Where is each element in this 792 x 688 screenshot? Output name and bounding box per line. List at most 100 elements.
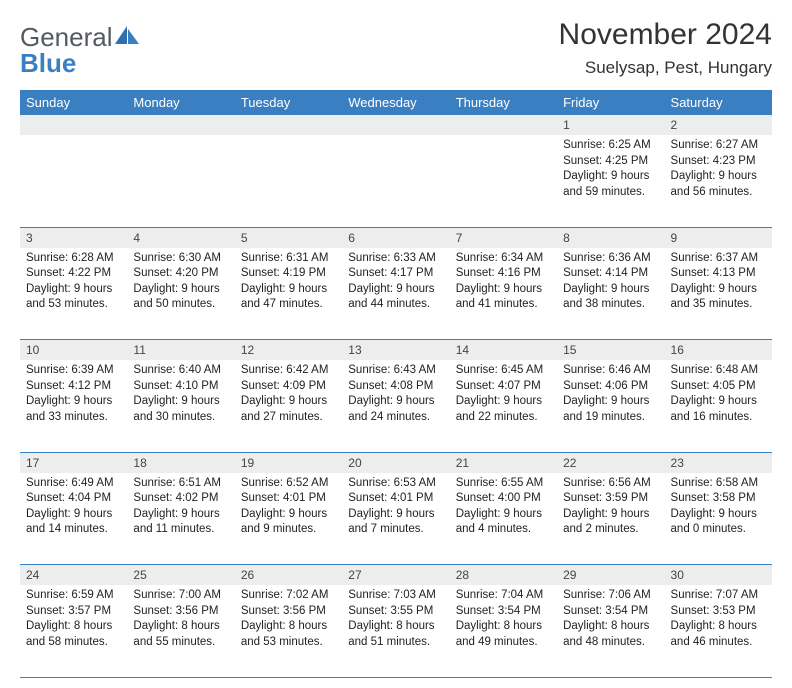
day-number: 25 xyxy=(127,565,234,585)
daynum-cell xyxy=(235,115,342,135)
day-number: 17 xyxy=(20,453,127,473)
day-details: Sunrise: 6:58 AMSunset: 3:58 PMDaylight:… xyxy=(665,473,772,542)
sunrise-text: Sunrise: 6:30 AM xyxy=(133,251,228,267)
weekday-header: Tuesday xyxy=(235,90,342,115)
day-details: Sunrise: 6:25 AMSunset: 4:25 PMDaylight:… xyxy=(557,135,664,204)
day-cell: Sunrise: 6:31 AMSunset: 4:19 PMDaylight:… xyxy=(235,248,342,340)
daynum-cell: 25 xyxy=(127,565,234,586)
sunrise-text: Sunrise: 7:03 AM xyxy=(348,588,443,604)
daylight-text: Daylight: 9 hours and 50 minutes. xyxy=(133,282,228,313)
calendar-table: Sunday Monday Tuesday Wednesday Thursday… xyxy=(20,90,772,678)
day-number: 4 xyxy=(127,228,234,248)
day-cell: Sunrise: 6:27 AMSunset: 4:23 PMDaylight:… xyxy=(665,135,772,227)
day-number: 10 xyxy=(20,340,127,360)
sunrise-text: Sunrise: 6:33 AM xyxy=(348,251,443,267)
day-details: Sunrise: 6:28 AMSunset: 4:22 PMDaylight:… xyxy=(20,248,127,317)
day-details: Sunrise: 6:55 AMSunset: 4:00 PMDaylight:… xyxy=(450,473,557,542)
sunrise-text: Sunrise: 7:07 AM xyxy=(671,588,766,604)
day-details: Sunrise: 6:59 AMSunset: 3:57 PMDaylight:… xyxy=(20,585,127,654)
day-cell xyxy=(450,135,557,227)
day-number: 7 xyxy=(450,228,557,248)
day-number: 9 xyxy=(665,228,772,248)
daynum-cell: 20 xyxy=(342,452,449,473)
day-cell xyxy=(342,135,449,227)
weekday-header: Thursday xyxy=(450,90,557,115)
day-details: Sunrise: 7:07 AMSunset: 3:53 PMDaylight:… xyxy=(665,585,772,654)
day-details: Sunrise: 6:39 AMSunset: 4:12 PMDaylight:… xyxy=(20,360,127,429)
day-details: Sunrise: 6:45 AMSunset: 4:07 PMDaylight:… xyxy=(450,360,557,429)
day-details: Sunrise: 7:00 AMSunset: 3:56 PMDaylight:… xyxy=(127,585,234,654)
sunrise-text: Sunrise: 6:53 AM xyxy=(348,476,443,492)
sunset-text: Sunset: 3:58 PM xyxy=(671,491,766,507)
sunrise-text: Sunrise: 7:06 AM xyxy=(563,588,658,604)
day-cell: Sunrise: 6:28 AMSunset: 4:22 PMDaylight:… xyxy=(20,248,127,340)
day-number: 13 xyxy=(342,340,449,360)
day-number: 20 xyxy=(342,453,449,473)
sunrise-text: Sunrise: 6:34 AM xyxy=(456,251,551,267)
day-cell: Sunrise: 6:34 AMSunset: 4:16 PMDaylight:… xyxy=(450,248,557,340)
daynum-cell: 24 xyxy=(20,565,127,586)
sunrise-text: Sunrise: 6:43 AM xyxy=(348,363,443,379)
day-cell: Sunrise: 6:46 AMSunset: 4:06 PMDaylight:… xyxy=(557,360,664,452)
weekday-header: Monday xyxy=(127,90,234,115)
day-cell: Sunrise: 6:51 AMSunset: 4:02 PMDaylight:… xyxy=(127,473,234,565)
sunset-text: Sunset: 3:57 PM xyxy=(26,604,121,620)
day-cell: Sunrise: 6:58 AMSunset: 3:58 PMDaylight:… xyxy=(665,473,772,565)
day-cell: Sunrise: 7:02 AMSunset: 3:56 PMDaylight:… xyxy=(235,585,342,677)
day-cell: Sunrise: 6:42 AMSunset: 4:09 PMDaylight:… xyxy=(235,360,342,452)
weekday-header-row: Sunday Monday Tuesday Wednesday Thursday… xyxy=(20,90,772,115)
day-details: Sunrise: 6:53 AMSunset: 4:01 PMDaylight:… xyxy=(342,473,449,542)
sunrise-text: Sunrise: 6:37 AM xyxy=(671,251,766,267)
daylight-text: Daylight: 9 hours and 14 minutes. xyxy=(26,507,121,538)
weekday-header: Saturday xyxy=(665,90,772,115)
day-number: 29 xyxy=(557,565,664,585)
day-cell: Sunrise: 6:33 AMSunset: 4:17 PMDaylight:… xyxy=(342,248,449,340)
day-details: Sunrise: 6:51 AMSunset: 4:02 PMDaylight:… xyxy=(127,473,234,542)
daynum-cell: 1 xyxy=(557,115,664,135)
day-number: 21 xyxy=(450,453,557,473)
sunrise-text: Sunrise: 6:58 AM xyxy=(671,476,766,492)
daynum-row: 17181920212223 xyxy=(20,452,772,473)
day-cell: Sunrise: 6:25 AMSunset: 4:25 PMDaylight:… xyxy=(557,135,664,227)
daynum-cell: 10 xyxy=(20,340,127,361)
sunrise-text: Sunrise: 6:42 AM xyxy=(241,363,336,379)
sunrise-text: Sunrise: 6:52 AM xyxy=(241,476,336,492)
location-title: Suelysap, Pest, Hungary xyxy=(559,58,772,78)
day-details: Sunrise: 6:49 AMSunset: 4:04 PMDaylight:… xyxy=(20,473,127,542)
day-cell: Sunrise: 6:45 AMSunset: 4:07 PMDaylight:… xyxy=(450,360,557,452)
day-number: 27 xyxy=(342,565,449,585)
daynum-cell: 3 xyxy=(20,227,127,248)
day-cell: Sunrise: 6:55 AMSunset: 4:00 PMDaylight:… xyxy=(450,473,557,565)
daylight-text: Daylight: 9 hours and 0 minutes. xyxy=(671,507,766,538)
day-number: 14 xyxy=(450,340,557,360)
day-number: 6 xyxy=(342,228,449,248)
daylight-text: Daylight: 8 hours and 46 minutes. xyxy=(671,619,766,650)
day-details: Sunrise: 6:40 AMSunset: 4:10 PMDaylight:… xyxy=(127,360,234,429)
sunset-text: Sunset: 4:14 PM xyxy=(563,266,658,282)
day-number xyxy=(342,115,449,135)
sunset-text: Sunset: 3:54 PM xyxy=(456,604,551,620)
daynum-cell: 16 xyxy=(665,340,772,361)
daynum-cell: 11 xyxy=(127,340,234,361)
daynum-cell: 28 xyxy=(450,565,557,586)
sunset-text: Sunset: 4:06 PM xyxy=(563,379,658,395)
sunrise-text: Sunrise: 6:25 AM xyxy=(563,138,658,154)
daynum-row: 12 xyxy=(20,115,772,135)
brand-text: General Blue xyxy=(20,24,141,76)
daynum-row: 3456789 xyxy=(20,227,772,248)
weekday-header: Sunday xyxy=(20,90,127,115)
daylight-text: Daylight: 9 hours and 11 minutes. xyxy=(133,507,228,538)
day-details: Sunrise: 6:33 AMSunset: 4:17 PMDaylight:… xyxy=(342,248,449,317)
daynum-cell: 12 xyxy=(235,340,342,361)
day-details: Sunrise: 6:48 AMSunset: 4:05 PMDaylight:… xyxy=(665,360,772,429)
sunrise-text: Sunrise: 6:45 AM xyxy=(456,363,551,379)
daylight-text: Daylight: 8 hours and 49 minutes. xyxy=(456,619,551,650)
daynum-row: 24252627282930 xyxy=(20,565,772,586)
day-number: 2 xyxy=(665,115,772,135)
daynum-cell: 5 xyxy=(235,227,342,248)
daylight-text: Daylight: 9 hours and 27 minutes. xyxy=(241,394,336,425)
week-row: Sunrise: 6:39 AMSunset: 4:12 PMDaylight:… xyxy=(20,360,772,452)
sunrise-text: Sunrise: 6:51 AM xyxy=(133,476,228,492)
day-number: 30 xyxy=(665,565,772,585)
daynum-cell: 15 xyxy=(557,340,664,361)
